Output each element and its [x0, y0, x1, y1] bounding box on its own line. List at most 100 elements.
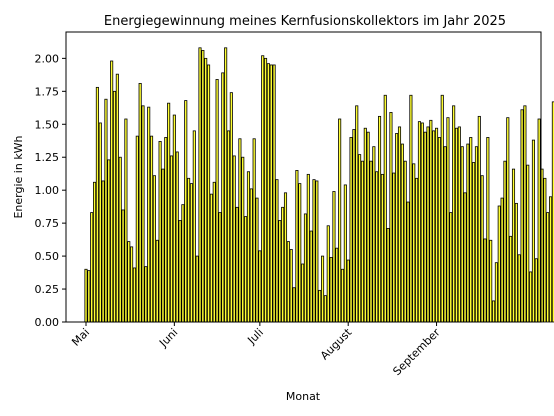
bar [349, 137, 353, 323]
bar [366, 131, 370, 323]
bar [147, 106, 151, 323]
bar [400, 143, 404, 323]
bar [178, 220, 182, 323]
bar [380, 173, 384, 323]
y-tick-label: 1.00 [35, 184, 60, 197]
bar [446, 117, 450, 323]
bar [112, 90, 117, 323]
y-tick-label: 0.25 [35, 283, 60, 296]
bar [340, 268, 345, 323]
bar [417, 121, 421, 323]
bar [403, 160, 407, 323]
bar [272, 64, 276, 323]
bar [289, 249, 293, 323]
bar [249, 188, 253, 323]
bar [506, 117, 510, 323]
bar [246, 171, 250, 323]
bar [395, 133, 399, 323]
bar [266, 63, 270, 323]
bar [409, 94, 413, 323]
bar [161, 168, 165, 323]
bar [101, 180, 105, 323]
bar [312, 179, 316, 323]
bar [426, 126, 430, 323]
y-tick-label: 0.50 [35, 250, 60, 263]
bar [127, 241, 131, 323]
bar [184, 100, 188, 323]
bar [363, 127, 367, 323]
bar [135, 135, 139, 323]
bar [412, 163, 416, 323]
bar [457, 126, 461, 323]
bar [303, 213, 307, 323]
bar [346, 259, 350, 323]
y-tick-label: 1.50 [35, 118, 60, 131]
bar [358, 154, 362, 323]
bar [212, 181, 216, 323]
bar [118, 156, 122, 323]
bar [343, 184, 347, 323]
bar [87, 270, 91, 323]
bar [121, 209, 125, 323]
bar [195, 255, 199, 323]
y-tick-label: 2.00 [35, 52, 60, 65]
bar [169, 155, 174, 323]
bar [292, 287, 296, 323]
bar [511, 168, 516, 323]
bar [397, 126, 402, 323]
bar [355, 105, 359, 323]
bar [429, 119, 433, 323]
bar [261, 55, 265, 323]
bar [209, 193, 213, 323]
bar [375, 171, 379, 323]
bar [326, 225, 330, 323]
bar [215, 79, 219, 323]
bar [549, 196, 553, 323]
bar [435, 127, 439, 323]
x-axis-label: Monat [286, 390, 321, 403]
bar [440, 94, 444, 323]
y-tick-label: 0.75 [35, 217, 60, 230]
y-tick-label: 1.25 [35, 151, 60, 164]
y-tick-label: 0.00 [35, 316, 60, 329]
bar [452, 105, 456, 323]
bar [301, 263, 305, 323]
bar [466, 143, 470, 323]
bar [463, 192, 467, 323]
bar [144, 266, 148, 323]
bar [503, 160, 507, 323]
bar [150, 135, 154, 323]
bar [531, 139, 535, 323]
plot-frame [65, 31, 542, 323]
bar [226, 130, 231, 323]
bar [443, 146, 447, 323]
bar [329, 257, 333, 323]
bar [235, 206, 239, 323]
bar [318, 289, 322, 323]
bar [164, 137, 168, 323]
bar [489, 239, 493, 323]
bar [295, 170, 299, 323]
bar [372, 146, 376, 323]
bar [138, 83, 142, 323]
bar [492, 300, 496, 323]
bar [472, 162, 476, 323]
bar [523, 105, 527, 323]
bar [207, 64, 211, 323]
bar [281, 206, 285, 323]
bar [437, 137, 441, 323]
bar [158, 141, 162, 323]
bar [255, 197, 259, 323]
bar [192, 130, 196, 323]
bar [378, 115, 382, 323]
bar [132, 267, 136, 323]
bar [386, 228, 390, 323]
bar [420, 122, 424, 323]
y-axis: 0.00 0.25 0.50 0.75 1.00 1.25 1.50 1.75 2.00 [35, 52, 66, 329]
bar [224, 47, 228, 323]
bar [90, 212, 94, 323]
bar [93, 181, 97, 323]
bar [204, 57, 208, 323]
bar [534, 258, 538, 323]
